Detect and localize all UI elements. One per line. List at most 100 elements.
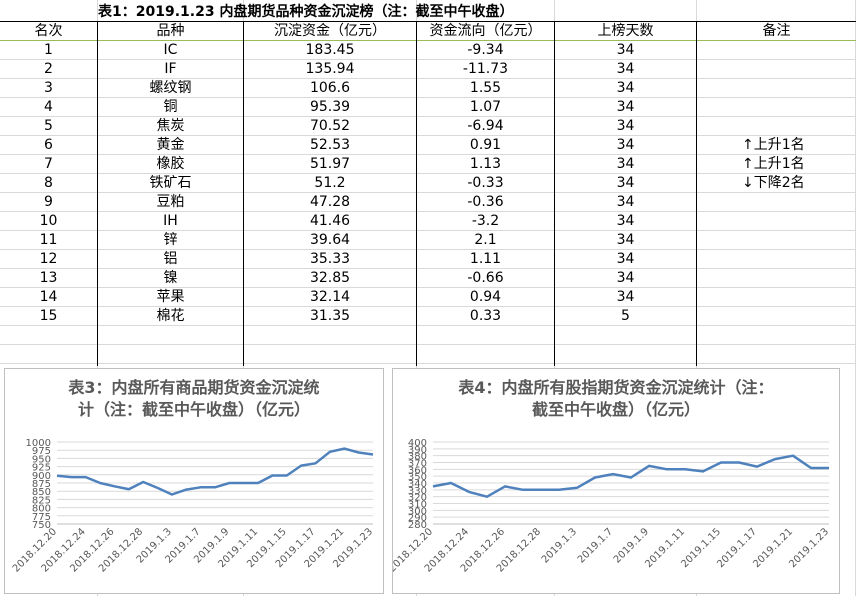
arrow-up-icon: ↑ [742,156,754,172]
cell-rank: 2 [44,61,53,77]
cell-flow: 0.33 [469,308,502,324]
y-tick-label: 330 [408,486,427,497]
y-tick-label: 1000 [26,438,51,449]
note-text: 上升1名 [753,156,805,172]
cell-capital: 41.46 [309,213,351,229]
x-tick-label: 2019.1.3 [540,526,579,565]
cell-flow: 2.1 [474,232,497,248]
cell-capital: 51.97 [309,156,351,172]
cell-days: 34 [616,213,635,229]
arrow-up-icon: ↑ [742,137,754,153]
cell-capital: 47.28 [309,194,351,210]
cell-rank: 1 [44,42,53,58]
header-note: 备注 [762,23,791,39]
grid-row-line [0,78,856,79]
table-col-border [554,21,555,366]
chart-title: 表3：内盘所有商品期货资金沉淀统 计（注：截至中午收盘）（亿元） [5,377,383,421]
grid-row-line [0,154,856,155]
cell-capital: 95.39 [309,99,351,115]
y-tick-label: 850 [32,487,51,498]
index-capital-chart: 表4：内盘所有股指期货资金沉淀统计（注： 截至中午收盘）（亿元） 280 290 3… [392,368,840,594]
cell-rank: 15 [39,308,58,324]
cell-flow: -9.34 [467,42,504,58]
chart-plot: 75077580082585087590092595097510002018.1… [11,438,375,575]
y-tick-label: 380 [408,452,427,463]
y-tick-label: 975 [32,446,51,457]
cell-flow: -3.2 [471,213,500,229]
cell-capital: 52.53 [309,137,351,153]
cell-days: 34 [616,99,635,115]
cell-days: 34 [616,61,635,77]
cell-note: ↓下降2名 [742,174,852,193]
cell-capital: 32.14 [309,289,351,305]
cell-product: IH [163,213,178,229]
cell-flow: 1.11 [469,251,502,267]
cell-rank: 14 [39,289,58,305]
cell-product: 锌 [163,232,178,248]
cell-product: 橡胶 [156,156,185,172]
header-flow: 资金流向（亿元） [429,23,542,39]
table-col-border [243,21,244,366]
chart-title-line-1: 表4：内盘所有股指期货资金沉淀统计（注： [458,378,774,397]
cell-days: 34 [616,289,635,305]
cell-days: 34 [616,156,635,172]
grid-row-line [0,344,856,345]
cell-product: 豆粕 [156,194,185,210]
cell-product: 黄金 [156,137,185,153]
cell-days: 34 [616,232,635,248]
cell-product: 镍 [163,270,178,286]
grid-row-line [0,211,856,212]
grid-row-line [0,192,856,193]
table-col-border [416,21,417,366]
grid-row-line [0,116,856,117]
header-days: 上榜天数 [597,23,654,39]
y-tick-label: 320 [408,493,427,504]
grid-row-line [0,173,856,174]
y-tick-label: 825 [32,495,51,506]
header-rule [0,40,856,41]
cell-days: 34 [616,270,635,286]
cell-capital: 70.52 [309,118,351,134]
cell-days: 34 [616,194,635,210]
chart-title-line-1: 表3：内盘所有商品期货资金沉淀统 [68,378,320,397]
cell-capital: 135.94 [305,61,355,77]
cell-capital: 31.35 [309,308,351,324]
header-rank: 名次 [34,23,63,39]
cell-days: 34 [616,137,635,153]
cell-product: IF [164,61,177,77]
y-tick-label: 950 [32,454,51,465]
cell-days: 34 [616,80,635,96]
cell-rank: 8 [44,175,53,191]
header-product: 品种 [156,23,185,39]
y-tick-label: 400 [408,438,427,449]
grid-row-line [0,59,856,60]
x-tick-label: 2019.1.23 [787,526,831,570]
cell-flow: -0.36 [467,194,504,210]
cell-flow: 1.13 [469,156,502,172]
cell-flow: 1.55 [469,80,502,96]
cell-rank: 3 [44,80,53,96]
table-title: 表1：2019.1.23 内盘期货品种资金沉淀榜（注：截至中午收盘） [98,4,514,20]
grid-row-line [0,287,856,288]
grid-row-line [0,135,856,136]
series-line [432,454,829,498]
y-tick-label: 340 [408,479,427,490]
cell-product: 铁矿石 [149,175,192,191]
cell-capital: 39.64 [309,232,351,248]
table-col-border [97,21,98,366]
y-tick-label: 750 [32,520,51,531]
cell-note: ↑上升1名 [742,155,852,174]
cell-rank: 13 [39,270,58,286]
chart-title: 表4：内盘所有股指期货资金沉淀统计（注： 截至中午收盘）（亿元） [393,377,839,421]
y-tick-label: 280 [408,520,427,531]
y-tick-label: 310 [408,500,427,511]
cell-flow: 0.94 [469,289,502,305]
cell-flow: -11.73 [462,61,509,77]
cell-product: 苹果 [156,289,185,305]
y-tick-label: 360 [408,465,427,476]
cell-product: 螺纹钢 [149,80,192,96]
y-tick-label: 875 [32,479,51,490]
cell-product: 棉花 [156,308,185,324]
